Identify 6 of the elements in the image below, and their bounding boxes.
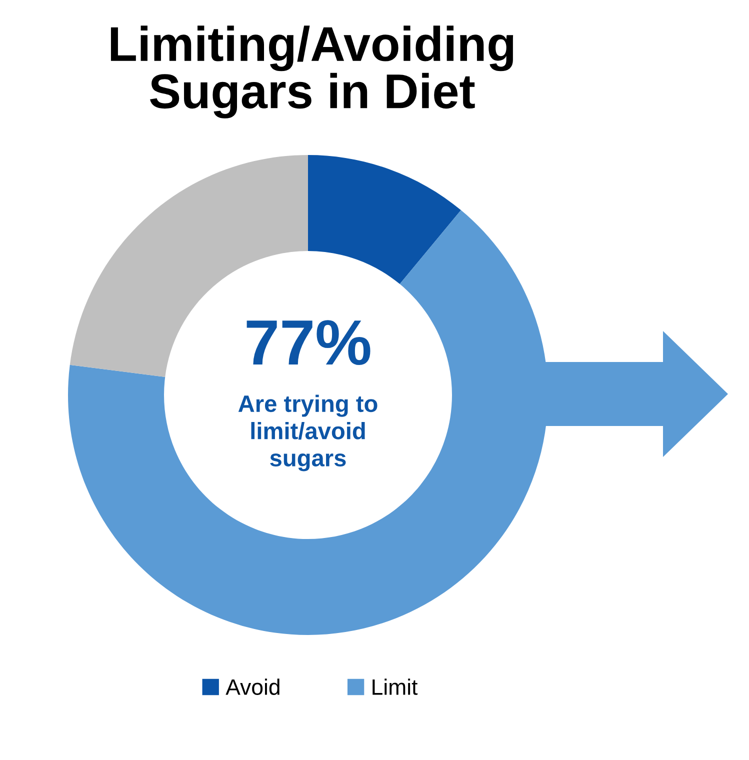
legend-label: Avoid <box>226 678 280 695</box>
donut-slice <box>308 155 461 284</box>
chart-title: Limiting/Avoiding Sugars in Diet <box>110 26 514 118</box>
legend-label: Limit <box>372 678 418 695</box>
text: Are trying to limit/avoid sugars <box>238 394 378 472</box>
text: 77% <box>246 320 370 366</box>
